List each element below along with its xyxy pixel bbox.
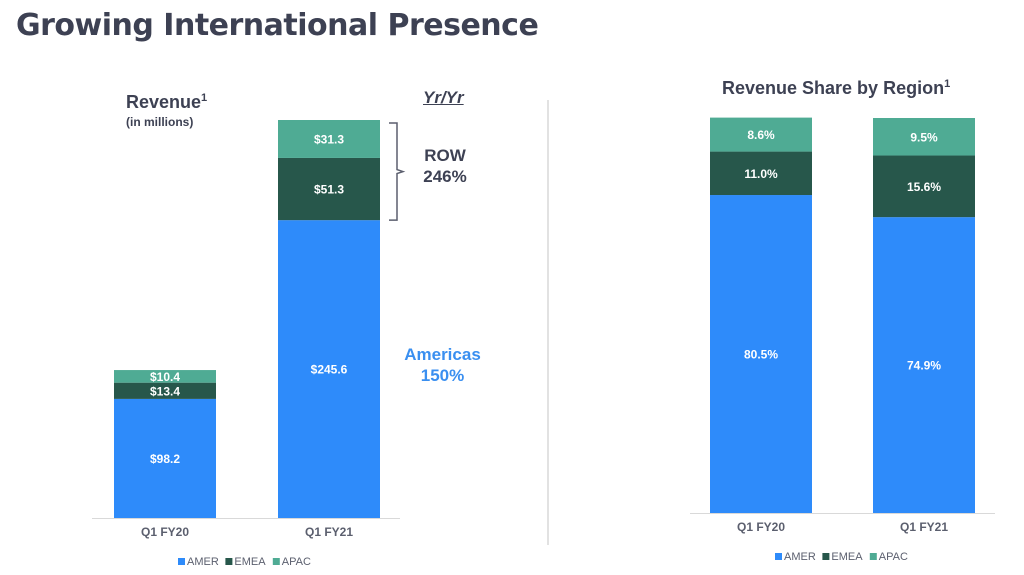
row-label: ROW: [424, 146, 466, 165]
bar-emea-1-0: [710, 151, 812, 196]
data-label-emea-1-1: 15.6%: [907, 180, 941, 194]
bar-amer-0-0: [114, 398, 216, 518]
row-value: 246%: [423, 167, 467, 186]
data-label-apac-1-0: 8.6%: [747, 128, 775, 142]
data-label-emea-0-1: $51.3: [314, 183, 344, 197]
data-label-amer-0-1: $245.6: [311, 363, 348, 377]
legend-label-amer-1: AMER: [784, 551, 816, 563]
legend-swatch-amer-1: [775, 553, 782, 560]
legend-label-apac-1: APAC: [879, 551, 908, 563]
share-title-text: Revenue Share by Region: [722, 78, 945, 98]
row-growth-callout: ROW 246%: [400, 145, 490, 187]
bar-apac-1-1: [873, 118, 975, 156]
x-tick-label-1-0: Q1 FY20: [737, 520, 785, 534]
row-bracket: [389, 122, 406, 221]
bar-amer-0-1: [278, 220, 380, 518]
data-label-apac-0-0: $10.4: [150, 370, 180, 384]
data-label-amer-1-0: 80.5%: [744, 348, 778, 362]
americas-label: Americas: [404, 345, 481, 364]
legend-label-emea-0: EMEA: [234, 556, 266, 568]
revenue-title-superscript: 1: [201, 92, 208, 104]
data-label-amer-1-1: 74.9%: [907, 359, 941, 373]
yoy-header: Yr/Yr: [423, 88, 464, 107]
page-title: Growing International Presence: [16, 8, 539, 43]
legend-swatch-apac-0: [272, 558, 280, 565]
legend-label-emea-1: EMEA: [831, 551, 863, 563]
legend-swatch-amer-0: [178, 558, 185, 565]
americas-value: 150%: [420, 366, 465, 385]
bar-emea-0-1: [278, 157, 380, 221]
bar-emea-0-0: [114, 382, 216, 399]
legend-swatch-emea-0: [225, 558, 233, 565]
share-chart-title: Revenue Share by Region1: [722, 78, 950, 99]
americas-growth-callout: Americas 150%: [395, 344, 490, 386]
data-label-amer-0-0: $98.2: [150, 452, 180, 466]
legend-swatch-apac-1: [869, 553, 877, 560]
bar-apac-1-0: [710, 117, 812, 152]
bar-amer-1-1: [873, 217, 975, 513]
data-label-emea-0-0: $13.4: [150, 384, 180, 398]
x-tick-label-1-1: Q1 FY21: [900, 520, 948, 534]
data-label-emea-1-0: 11.0%: [744, 167, 778, 181]
x-tick-label-0-1: Q1 FY21: [305, 525, 353, 539]
bar-apac-0-0: [114, 370, 216, 383]
data-label-apac-1-1: 9.5%: [910, 130, 938, 144]
revenue-chart-subtitle: (in millions): [126, 115, 194, 129]
share-title-superscript: 1: [944, 78, 951, 90]
revenue-title-text: Revenue: [126, 92, 202, 112]
x-tick-label-0-0: Q1 FY20: [141, 525, 189, 539]
bar-emea-1-1: [873, 155, 975, 218]
legend-label-apac-0: APAC: [282, 556, 311, 568]
data-label-apac-0-1: $31.3: [314, 132, 344, 146]
bar-amer-1-0: [710, 195, 812, 513]
legend-swatch-emea-1: [822, 553, 830, 560]
bar-apac-0-1: [278, 120, 380, 158]
revenue-chart-title: Revenue1: [126, 92, 207, 113]
legend-label-amer-0: AMER: [187, 556, 219, 568]
section-divider: [547, 100, 549, 545]
